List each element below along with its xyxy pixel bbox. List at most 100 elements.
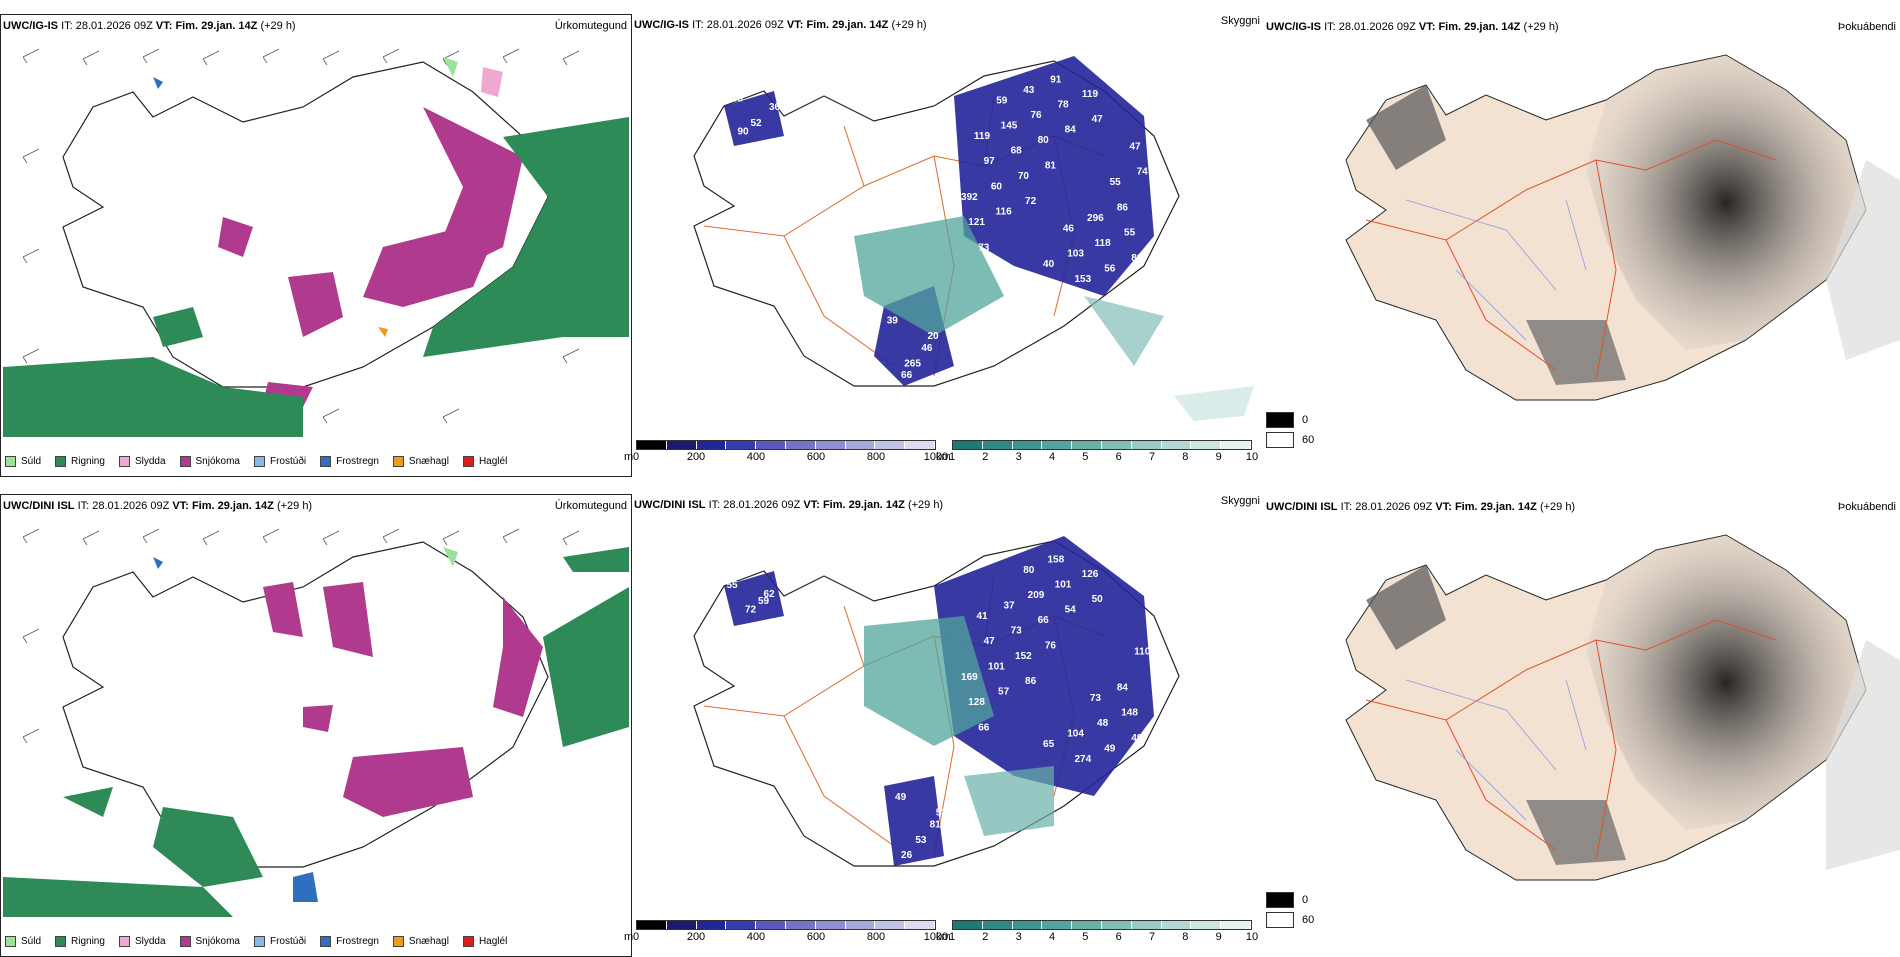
visibility-value-label: 20 <box>927 331 939 342</box>
visibility-value-label: 54 <box>1065 605 1077 616</box>
fog-legend-item: 60 <box>1266 432 1314 448</box>
visibility-value-label: 39 <box>887 316 899 327</box>
legend-swatch <box>392 935 404 947</box>
visibility-value-label: 60 <box>991 181 1003 192</box>
fog-swatch <box>1266 892 1294 908</box>
colorbar-cell <box>1221 441 1251 449</box>
visibility-value-label: 49 <box>1131 733 1143 744</box>
visibility-value-label: 91 <box>1050 74 1062 85</box>
legend-label: Haglél <box>478 455 508 467</box>
visibility-value-label: 152 <box>1015 651 1032 662</box>
colorbar-tick: 400 <box>746 931 766 943</box>
panel-header: UWC/IG-IS IT: 28.01.2026 09Z VT: Fim. 29… <box>3 20 627 32</box>
visibility-value-label: 274 <box>1074 754 1091 765</box>
colorbar-cell <box>666 921 697 929</box>
visibility-value-label: 26 <box>901 850 913 861</box>
visibility-value-label: 46 <box>1063 223 1075 234</box>
visibility-value-label: 37 <box>1003 601 1015 612</box>
colorbar-tick: 600 <box>806 451 826 463</box>
visibility-value-label: 66 <box>978 722 990 733</box>
visibility-value-label: 60 <box>958 548 970 559</box>
panel-header: UWC/DINI ISL IT: 28.01.2026 09Z VT: Fim.… <box>634 499 944 511</box>
fog-map <box>1345 534 1900 881</box>
visibility-value-label: 110 <box>1134 647 1151 658</box>
visibility-value-label: 68 <box>1011 146 1023 157</box>
colorbar-tick: 7 <box>1148 931 1156 943</box>
legend-item: Rigning <box>55 455 105 467</box>
colorbar-cell <box>875 441 906 449</box>
legend-item: Frostúði <box>253 935 306 947</box>
colorbar-tick: 800 <box>866 451 886 463</box>
fog-legend-item: 60 <box>1266 912 1314 928</box>
legend-label: Súld <box>21 455 42 467</box>
colorbar-cell <box>905 441 935 449</box>
colorbar-tick: 4 <box>1048 931 1056 943</box>
colorbar-tick: 0 <box>632 931 640 943</box>
visibility-value-label: 80 <box>1023 565 1035 576</box>
visibility-value-label: 118 <box>1095 238 1112 249</box>
visibility-value-label: 80 <box>1038 135 1050 146</box>
colorbar-tick: 5 <box>1082 451 1089 463</box>
colorbar-cell <box>1161 441 1192 449</box>
legend-item: Snjókoma <box>179 455 240 467</box>
visibility-value-label: 86 <box>1025 676 1037 687</box>
visibility-value-label: 40 <box>1043 259 1055 270</box>
visibility-value-label: 66 <box>901 370 913 381</box>
visibility-map: 60 86 50 66 76 77 57 54 49 152 126 128 66 49 101 101 148… <box>693 536 1180 867</box>
visibility-value-label: 43 <box>1023 85 1035 96</box>
colorbar-tick: 800 <box>866 931 886 943</box>
panel-title: Þokuábendi <box>1837 501 1896 513</box>
legend-swatch <box>253 935 265 947</box>
legend-label: Frostregn <box>336 455 379 467</box>
colorbar-cell <box>875 921 906 929</box>
legend-item: Slydda <box>118 455 166 467</box>
visibility-panel: UWC/IG-IS IT: 28.01.2026 09Z VT: Fim. 29… <box>624 0 1264 470</box>
colorbar-cell <box>696 921 727 929</box>
colorbar-cell <box>1072 441 1102 449</box>
visibility-value-label: 46 <box>921 343 933 354</box>
visibility-map: 78 72 47 73 81 122 116 84 86 70 119 121 80 56 60 78 55 68… <box>693 56 1254 421</box>
model-name: UWC/IG-IS <box>3 20 58 32</box>
legend-item: Haglél <box>462 455 508 467</box>
visibility-value-label: 104 <box>1067 729 1084 740</box>
colorbar-cell <box>756 441 786 449</box>
fog-legend: 0 60 <box>1266 892 1314 932</box>
fog-panel: UWC/IG-IS IT: 28.01.2026 09Z VT: Fim. 29… <box>1266 0 1900 470</box>
visibility-value-label: 70 <box>1018 171 1030 182</box>
visibility-value-label: 128 <box>968 697 985 708</box>
visibility-value-label: 81 <box>1045 160 1057 171</box>
colorbar-cell <box>637 921 667 929</box>
visibility-value-label: 48 <box>1097 718 1109 729</box>
visibility-value-label: 76 <box>1045 640 1057 651</box>
fog-swatch <box>1266 412 1294 428</box>
visibility-value-label: 53 <box>732 93 744 104</box>
visibility-value-label: 119 <box>974 131 991 142</box>
colorbar-cell <box>845 441 876 449</box>
panel-title: Úrkomutegund <box>554 500 627 512</box>
precip-type-map <box>3 528 629 917</box>
fog-swatch <box>1266 432 1294 448</box>
fog-legend: 0 60 <box>1266 412 1314 452</box>
colorbar-tick: 9 <box>1215 931 1222 943</box>
panel-title: Skyggni <box>1220 495 1260 507</box>
fog-legend-label: 0 <box>1302 413 1309 426</box>
visibility-value-label: 55 <box>1110 177 1122 188</box>
colorbar-tick: 3 <box>1015 931 1022 943</box>
visibility-value-label: 103 <box>1067 249 1084 260</box>
colorbar-cell <box>1191 921 1222 929</box>
panel-header: UWC/DINI ISL IT: 28.01.2026 09Z VT: Fim.… <box>1266 501 1896 513</box>
legend-swatch <box>118 455 130 467</box>
fog-legend-item: 0 <box>1266 412 1314 428</box>
legend-item: Frostregn <box>320 455 379 467</box>
visibility-value-label: 47 <box>1092 114 1104 125</box>
visibility-value-label: 59 <box>996 95 1008 106</box>
visibility-value-label: 78 <box>958 68 970 79</box>
visibility-value-label: 97 <box>984 156 996 167</box>
visibility-value-label: 76 <box>1030 110 1042 121</box>
legend-label: Snæhagl <box>408 455 449 467</box>
visibility-value-label: 57 <box>998 687 1010 698</box>
visibility-value-label: 74 <box>1137 167 1149 178</box>
colorbar-cell <box>845 921 876 929</box>
visibility-value-label: 148 <box>1121 708 1138 719</box>
forecast-row-top: UWC/IG-IS IT: 28.01.2026 09Z VT: Fim. 29… <box>0 0 1900 477</box>
